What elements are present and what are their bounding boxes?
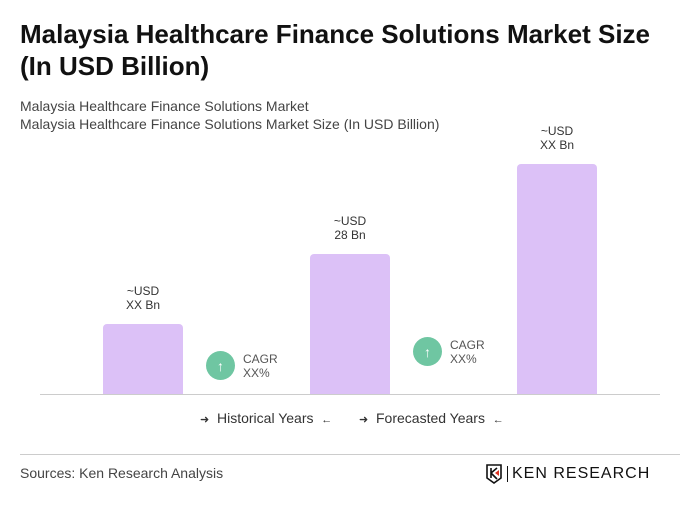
arrow-up-icon: ↑ (206, 351, 235, 380)
logo-mark-icon (486, 464, 502, 484)
arrow-left-icon: ← (321, 414, 333, 426)
data-label-line: XX Bn (539, 138, 575, 152)
data-label-line: ~USD (540, 124, 574, 138)
ken-research-logo: KEN RESEARCH (486, 464, 650, 484)
data-label-line: XX Bn (125, 298, 161, 312)
arrow-right-icon: ➜ (200, 414, 210, 426)
legend-label: Forecasted Years (376, 410, 485, 426)
arrow-up-icon: ↑ (413, 337, 442, 366)
cagr-label: CAGR (450, 337, 485, 352)
cagr-badge-2: ↑ CAGR XX% (413, 337, 485, 366)
data-label: ~USD XX Bn (497, 124, 617, 152)
bar-1 (103, 324, 183, 394)
cagr-value: XX% (243, 365, 270, 380)
chart-title: Malaysia Healthcare Finance Solutions Ma… (20, 19, 651, 81)
logo-text: KEN RESEARCH (512, 465, 651, 482)
data-label-line: ~USD (126, 284, 160, 298)
legend-forecasted: ➜ Forecasted Years ← (359, 410, 504, 426)
arrow-right-icon: ➜ (359, 414, 369, 426)
data-label-line: ~USD (333, 214, 367, 228)
cagr-badge-1: ↑ CAGR XX% (206, 351, 278, 380)
chart-subtitle-2: Malaysia Healthcare Finance Solutions Ma… (20, 116, 440, 132)
data-label-line: 28 Bn (334, 228, 366, 242)
legend-label: Historical Years (217, 410, 314, 426)
chart-subtitle: Malaysia Healthcare Finance Solutions Ma… (20, 98, 309, 114)
data-label: ~USD XX Bn (83, 284, 203, 312)
cagr-label: CAGR (243, 351, 278, 366)
footer-divider (20, 454, 680, 455)
data-label: ~USD 28 Bn (290, 214, 410, 242)
x-axis (40, 394, 660, 395)
source-text: Sources: Ken Research Analysis (20, 465, 224, 481)
bar-3 (517, 164, 597, 394)
legend-historical: ➜ Historical Years ← (200, 410, 332, 426)
cagr-value: XX% (450, 351, 477, 366)
bar-2 (310, 254, 390, 394)
arrow-left-icon: ← (492, 414, 504, 426)
